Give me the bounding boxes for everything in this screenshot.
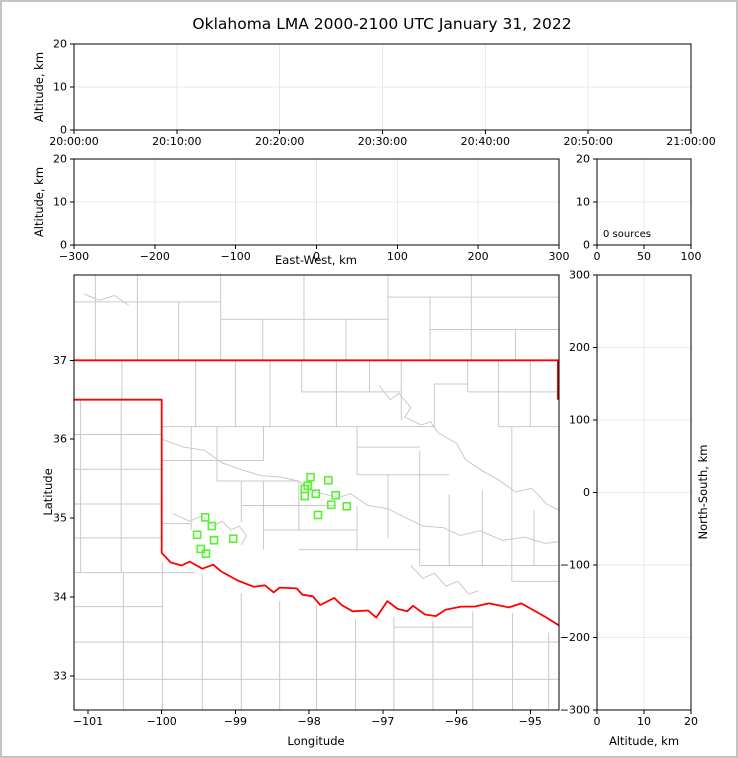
- svg-text:20: 20: [576, 153, 590, 166]
- time-panel-ylabel: Altitude, km: [32, 51, 46, 123]
- svg-text:−300: −300: [560, 704, 590, 717]
- svg-text:21:00:00: 21:00:00: [666, 135, 715, 148]
- svg-text:0: 0: [594, 250, 601, 263]
- svg-text:10: 10: [53, 196, 67, 209]
- map-xlabel: Longitude: [287, 734, 345, 748]
- svg-text:−97: −97: [371, 715, 394, 728]
- svg-text:20:10:00: 20:10:00: [152, 135, 201, 148]
- svg-text:20:40:00: 20:40:00: [461, 135, 510, 148]
- svg-text:0: 0: [60, 124, 67, 137]
- svg-text:20: 20: [53, 38, 67, 51]
- svg-text:10: 10: [53, 81, 67, 94]
- svg-text:20:00:00: 20:00:00: [49, 135, 98, 148]
- svg-text:0: 0: [583, 486, 590, 499]
- svg-text:−98: −98: [298, 715, 321, 728]
- svg-text:300: 300: [569, 269, 590, 282]
- svg-text:−100: −100: [147, 715, 177, 728]
- svg-text:50: 50: [637, 250, 651, 263]
- svg-text:0: 0: [313, 250, 320, 263]
- svg-text:0: 0: [583, 239, 590, 252]
- svg-text:0: 0: [594, 715, 601, 728]
- svg-text:10: 10: [576, 196, 590, 209]
- svg-text:200: 200: [468, 250, 489, 263]
- svg-text:10: 10: [637, 715, 651, 728]
- svg-text:20: 20: [684, 715, 698, 728]
- svg-text:36: 36: [53, 433, 67, 446]
- source-count-annotation: 0 sources: [603, 229, 651, 240]
- svg-text:34: 34: [53, 591, 67, 604]
- ew-panel-ylabel: Altitude, km: [32, 166, 46, 238]
- svg-text:20:20:00: 20:20:00: [255, 135, 304, 148]
- svg-text:−200: −200: [140, 250, 170, 263]
- svg-text:200: 200: [569, 341, 590, 354]
- svg-text:−100: −100: [221, 250, 251, 263]
- svg-text:0: 0: [60, 239, 67, 252]
- svg-text:−95: −95: [519, 715, 542, 728]
- svg-text:37: 37: [53, 354, 67, 367]
- svg-text:−99: −99: [224, 715, 247, 728]
- ns-panel-xlabel: Altitude, km: [608, 734, 680, 748]
- svg-text:100: 100: [387, 250, 408, 263]
- svg-text:35: 35: [53, 512, 67, 525]
- map-ylabel: Latitude: [41, 468, 55, 516]
- ns-panel-ylabel: North-South, km: [696, 444, 710, 540]
- svg-text:33: 33: [53, 670, 67, 683]
- svg-text:−101: −101: [73, 715, 103, 728]
- ew-panel-xlabel: East-West, km: [275, 253, 357, 267]
- svg-text:20: 20: [53, 153, 67, 166]
- svg-text:100: 100: [681, 250, 702, 263]
- svg-text:−96: −96: [445, 715, 468, 728]
- svg-text:20:30:00: 20:30:00: [358, 135, 407, 148]
- svg-text:20:50:00: 20:50:00: [563, 135, 612, 148]
- svg-text:−100: −100: [560, 559, 590, 572]
- svg-text:−200: −200: [560, 631, 590, 644]
- figure-title: Oklahoma LMA 2000-2100 UTC January 31, 2…: [192, 15, 572, 33]
- svg-text:100: 100: [569, 414, 590, 427]
- svg-text:−300: −300: [59, 250, 89, 263]
- svg-text:300: 300: [549, 250, 570, 263]
